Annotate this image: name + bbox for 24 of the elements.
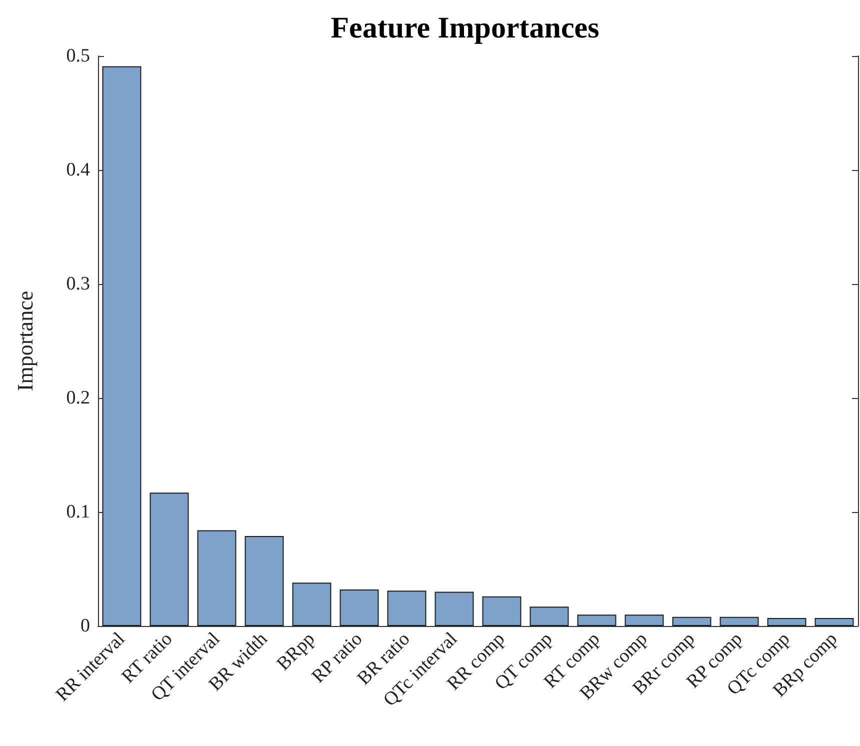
bar	[672, 616, 712, 626]
bar	[720, 616, 759, 626]
y-axis-title: Importance	[12, 290, 38, 392]
bar	[244, 536, 284, 626]
bar	[624, 614, 664, 626]
bar	[577, 614, 616, 626]
y-tick-label: 0.4	[66, 160, 90, 180]
bar	[387, 590, 426, 626]
bar	[767, 618, 806, 626]
bar	[292, 582, 332, 626]
bar	[340, 590, 379, 626]
bar	[530, 606, 569, 626]
bar	[814, 618, 854, 626]
bar	[102, 66, 142, 626]
y-tick-label: 0.2	[66, 388, 90, 408]
y-tick-label: 0.1	[66, 502, 90, 522]
y-tick-label: 0.3	[66, 274, 90, 294]
bar	[434, 592, 474, 626]
chart-title: Feature Importances	[330, 12, 600, 44]
bar	[150, 492, 189, 626]
y-tick-label: 0.5	[66, 46, 90, 66]
y-tick-label: 0	[80, 616, 90, 636]
bar	[482, 596, 522, 626]
bar	[197, 530, 236, 626]
